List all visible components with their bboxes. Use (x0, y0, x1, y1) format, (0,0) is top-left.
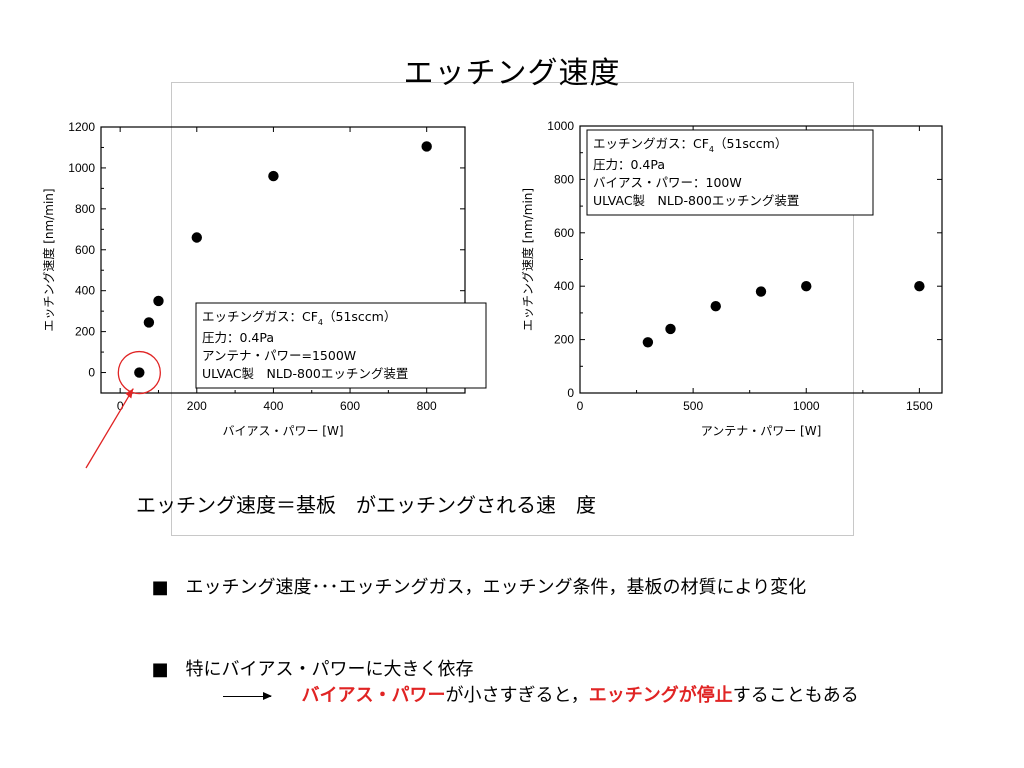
data-point (642, 337, 654, 348)
consequence-highlight-1: バイアス・パワー (301, 685, 446, 706)
chart-2: 0 200 400 600 800 1000 0 500 1000 1500 アンテナ・パワー [W… (520, 119, 943, 438)
data-point (801, 281, 812, 292)
consequence-text-1: が小さすぎると， (445, 685, 589, 706)
legend-line-3: バイアス・パワー：100W (593, 175, 742, 190)
x-tick-label: 1000 (793, 399, 820, 413)
slide-title: エッチング速度 (403, 56, 621, 91)
y-tick-label: 200 (554, 333, 574, 347)
y-tick-label: 0 (88, 366, 95, 380)
data-point (914, 281, 925, 292)
data-point (134, 367, 145, 378)
y-tick-label: 600 (554, 226, 574, 240)
legend-line-2: 圧力：0.4Pa (593, 157, 665, 172)
data-point (153, 295, 164, 307)
x-tick-label: 500 (683, 399, 703, 413)
bullet-1-text: エッチング速度･･･エッチングガス，エッチング条件，基板の材質により変化 (185, 577, 807, 598)
figure-frame (171, 82, 854, 536)
legend-box (195, 302, 487, 389)
data-point (755, 286, 767, 297)
bullet-item-2: ■ 特にバイアス・パワーに大きく依存 (140, 634, 473, 681)
x-tick-label: 0 (117, 399, 124, 413)
legend-box (586, 129, 874, 216)
highlight-circle (117, 350, 161, 395)
right-arrow-icon (223, 691, 273, 700)
consequence-line: バイアス・パワーが小さすぎると，エッチングが停止することもある (212, 660, 859, 707)
y-tick-label: 1000 (68, 161, 95, 175)
y-tick-label: 400 (554, 279, 574, 293)
y-tick-label: 600 (75, 243, 95, 257)
bullet-square-icon: ■ (151, 577, 169, 598)
y-tick-label: 1200 (68, 120, 95, 134)
legend-line-4: ULVAC製 NLD-800エッチング装置 (593, 193, 799, 208)
data-point (710, 301, 721, 312)
chart-1: 0 200 400 600 800 1000 1200 0 200 400 600 800 バイアス・パ… (41, 120, 487, 469)
data-point (268, 170, 279, 182)
x-tick-label: 800 (417, 399, 437, 413)
legend-line-3: アンテナ・パワー=1500W (202, 348, 356, 363)
legend-line-2: 圧力：0.4Pa (202, 330, 274, 345)
x-tick-label: 1500 (906, 399, 933, 413)
x-tick-label: 0 (577, 399, 584, 413)
data-point (665, 323, 676, 335)
bullet-2-text: 特にバイアス・パワーに大きく依存 (185, 659, 474, 680)
x-axis-label: アンテナ・パワー [W] (701, 424, 822, 438)
y-tick-label: 800 (554, 172, 574, 186)
consequence-highlight-2: エッチングが停止 (588, 685, 733, 706)
bullet-item-1: ■ エッチング速度･･･エッチングガス，エッチング条件，基板の材質により変化 (140, 552, 806, 599)
y-tick-label: 0 (567, 386, 574, 400)
legend-line-1: エッチングガス：CF4（51sccm） (202, 309, 396, 327)
x-axis-label: バイアス・パワー [W] (222, 424, 343, 438)
x-tick-label: 200 (187, 399, 207, 413)
annotation-arrowhead-icon (125, 388, 134, 399)
definition-text: エッチング速度＝基板 がエッチングされる速 度 (136, 493, 596, 517)
legend-line-1: エッチングガス：CF4（51sccm） (593, 136, 787, 154)
x-tick-label: 400 (263, 399, 283, 413)
y-tick-label: 800 (75, 202, 95, 216)
y-axis-label: エッチング速度 [nm/min] (520, 188, 535, 331)
y-tick-label: 200 (75, 325, 95, 339)
data-point (191, 232, 202, 243)
x-tick-label: 600 (340, 399, 360, 413)
y-axis-label: エッチング速度 [nm/min] (41, 188, 56, 331)
consequence-text-2: することもある (732, 685, 859, 706)
bullet-square-icon: ■ (151, 659, 169, 680)
y-tick-label: 400 (75, 284, 95, 298)
y-tick-label: 1000 (547, 119, 574, 133)
annotation-arrow-line (85, 388, 134, 469)
data-point (421, 141, 432, 152)
plot-area (100, 126, 466, 394)
data-point (143, 317, 155, 328)
legend-line-4: ULVAC製 NLD-800エッチング装置 (202, 366, 408, 381)
